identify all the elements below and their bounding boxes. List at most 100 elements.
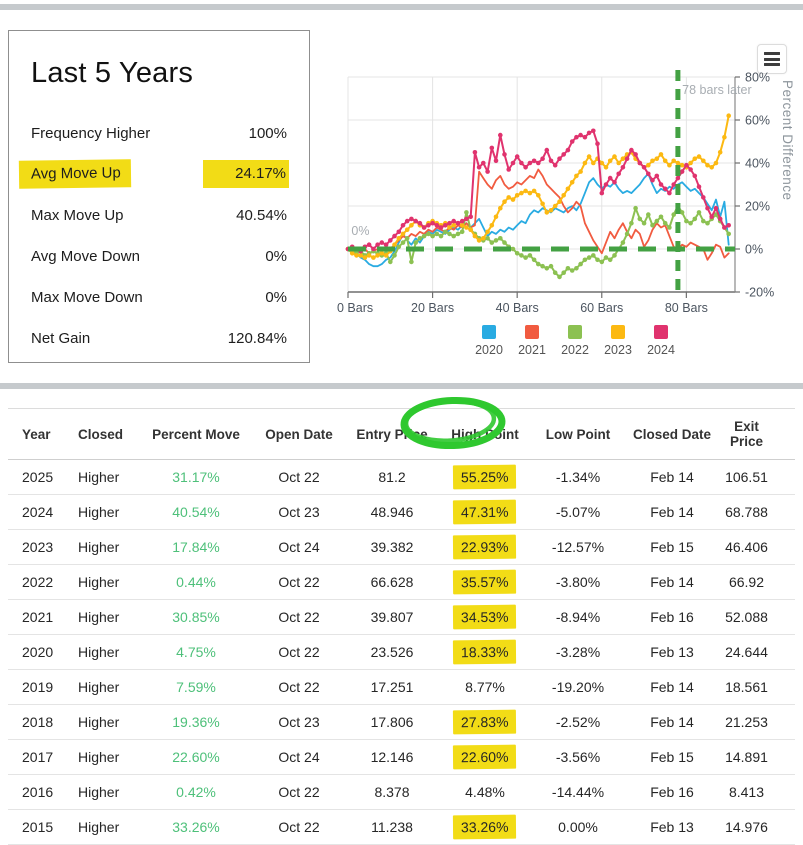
- legend-item-2021[interactable]: 2021: [515, 325, 549, 357]
- closed-cell: Higher: [76, 459, 142, 495]
- percent-move-cell: 22.60%: [142, 739, 250, 775]
- legend-swatch: [654, 325, 668, 339]
- svg-text:0%: 0%: [745, 243, 763, 257]
- open-date-cell: Oct 23: [250, 494, 348, 530]
- stat-label: Max Move Up: [31, 206, 124, 224]
- table-row: 2023 Higher 17.84% Oct 24 39.382 22.93% …: [8, 529, 795, 565]
- column-header-year: Year: [8, 408, 76, 460]
- table-row: 2020 Higher 4.75% Oct 22 23.526 18.33% -…: [8, 634, 795, 670]
- year-cell: 2022: [8, 564, 76, 600]
- closed-date-cell: Feb 15: [622, 739, 722, 775]
- svg-text:0 Bars: 0 Bars: [337, 301, 373, 315]
- percent-move-cell: 19.36%: [142, 704, 250, 740]
- high-point-cell: 18.33%: [436, 634, 534, 670]
- low-point-cell: -8.94%: [534, 599, 622, 635]
- high-point-cell: 34.53%: [436, 599, 534, 635]
- entry-price-cell: 39.382: [348, 529, 436, 565]
- closed-cell: Higher: [76, 809, 142, 845]
- year-cell: 2017: [8, 739, 76, 775]
- svg-text:20 Bars: 20 Bars: [411, 301, 454, 315]
- stat-label: Net Gain: [31, 329, 91, 347]
- chart-area: -20% 0% 20% 40% 60% 80% 0 Bars 20 Bars 40 Bars 60…: [336, 42, 803, 372]
- closed-date-cell: Feb 14: [622, 564, 722, 600]
- exit-price-cell: 14.976: [722, 809, 795, 845]
- low-point-cell: -19.20%: [534, 669, 622, 705]
- svg-text:60 Bars: 60 Bars: [580, 301, 623, 315]
- column-header-entry-price: Entry Price: [348, 408, 436, 460]
- high-point-cell: 22.60%: [436, 739, 534, 775]
- chart-legend: 2020 2021 2022 2023 2024: [472, 325, 678, 357]
- high-point-value: 18.33%: [453, 639, 517, 665]
- svg-text:40 Bars: 40 Bars: [496, 301, 539, 315]
- closed-cell: Higher: [76, 669, 142, 705]
- chart-menu-button[interactable]: [757, 44, 787, 74]
- column-header-closed-date: Closed Date: [622, 408, 722, 460]
- closed-date-cell: Feb 14: [622, 494, 722, 530]
- percent-move-cell: 0.44%: [142, 564, 250, 600]
- stats-panel-title: Last 5 Years: [31, 57, 194, 89]
- high-point-cell: 27.83%: [436, 704, 534, 740]
- year-cell: 2018: [8, 704, 76, 740]
- high-point-value: 47.31%: [453, 499, 517, 525]
- open-date-cell: Oct 22: [250, 669, 348, 705]
- stat-row-max-move-down: Max Move Down 0%: [29, 284, 289, 310]
- table-row: 2016 Higher 0.42% Oct 22 8.378 4.48% -14…: [8, 774, 795, 810]
- open-date-cell: Oct 24: [250, 529, 348, 565]
- legend-item-2023[interactable]: 2023: [601, 325, 635, 357]
- percent-move-cell: 7.59%: [142, 669, 250, 705]
- low-point-cell: -3.56%: [534, 739, 622, 775]
- low-point-cell: -12.57%: [534, 529, 622, 565]
- closed-date-cell: Feb 13: [622, 809, 722, 845]
- y-axis-title: Percent Difference: [780, 80, 795, 201]
- high-point-value: 4.48%: [465, 784, 505, 800]
- open-date-cell: Oct 22: [250, 599, 348, 635]
- open-date-cell: Oct 22: [250, 459, 348, 495]
- table-row: 2018 Higher 19.36% Oct 23 17.806 27.83% …: [8, 704, 795, 740]
- year-cell: 2019: [8, 669, 76, 705]
- seasonality-chart: -20% 0% 20% 40% 60% 80% 0 Bars 20 Bars 40 Bars 60…: [337, 70, 774, 315]
- stats-panel: Last 5 Years Frequency Higher 100% Avg M…: [8, 30, 310, 363]
- stat-label-highlighted: Avg Move Up: [18, 159, 131, 189]
- high-point-value: 33.26%: [453, 814, 517, 840]
- percent-move-cell: 30.85%: [142, 599, 250, 635]
- percent-move-cell: 33.26%: [142, 809, 250, 845]
- open-date-cell: Oct 22: [250, 774, 348, 810]
- table-row: 2024 Higher 40.54% Oct 23 48.946 47.31% …: [8, 494, 795, 530]
- closed-date-cell: Feb 14: [622, 704, 722, 740]
- table-row: 2022 Higher 0.44% Oct 22 66.628 35.57% -…: [8, 564, 795, 600]
- table-row: 2017 Higher 22.60% Oct 24 12.146 22.60% …: [8, 739, 795, 775]
- column-header-closed: Closed: [76, 408, 142, 460]
- entry-price-cell: 17.806: [348, 704, 436, 740]
- low-point-cell: -2.52%: [534, 704, 622, 740]
- legend-item-2024[interactable]: 2024: [644, 325, 678, 357]
- closed-cell: Higher: [76, 599, 142, 635]
- stat-row-avg-move-down: Avg Move Down 0%: [29, 243, 289, 269]
- high-point-value: 34.53%: [453, 604, 517, 630]
- high-point-cell: 4.48%: [436, 774, 534, 810]
- entry-price-cell: 8.378: [348, 774, 436, 810]
- legend-item-2022[interactable]: 2022: [558, 325, 592, 357]
- exit-price-cell: 21.253: [722, 704, 795, 740]
- entry-price-cell: 39.807: [348, 599, 436, 635]
- stat-value-highlighted: 24.17%: [203, 160, 289, 188]
- stat-value: 40.54%: [236, 206, 287, 224]
- legend-item-2020[interactable]: 2020: [472, 325, 506, 357]
- stat-value: 0%: [265, 288, 287, 306]
- low-point-cell: -3.80%: [534, 564, 622, 600]
- entry-price-cell: 11.238: [348, 809, 436, 845]
- entry-price-cell: 23.526: [348, 634, 436, 670]
- svg-text:80 Bars: 80 Bars: [665, 301, 708, 315]
- year-cell: 2024: [8, 494, 76, 530]
- stat-value: 100%: [248, 124, 287, 142]
- entry-price-cell: 48.946: [348, 494, 436, 530]
- year-cell: 2023: [8, 529, 76, 565]
- svg-text:0%: 0%: [351, 224, 369, 238]
- closed-cell: Higher: [76, 529, 142, 565]
- stat-value: 120.84%: [227, 329, 287, 347]
- closed-date-cell: Feb 15: [622, 529, 722, 565]
- percent-move-cell: 31.17%: [142, 459, 250, 495]
- table-row: 2015 Higher 33.26% Oct 22 11.238 33.26% …: [8, 809, 795, 845]
- exit-price-cell: 66.92: [722, 564, 795, 600]
- svg-text:60%: 60%: [745, 114, 770, 128]
- svg-text:78 bars later: 78 bars later: [682, 83, 751, 97]
